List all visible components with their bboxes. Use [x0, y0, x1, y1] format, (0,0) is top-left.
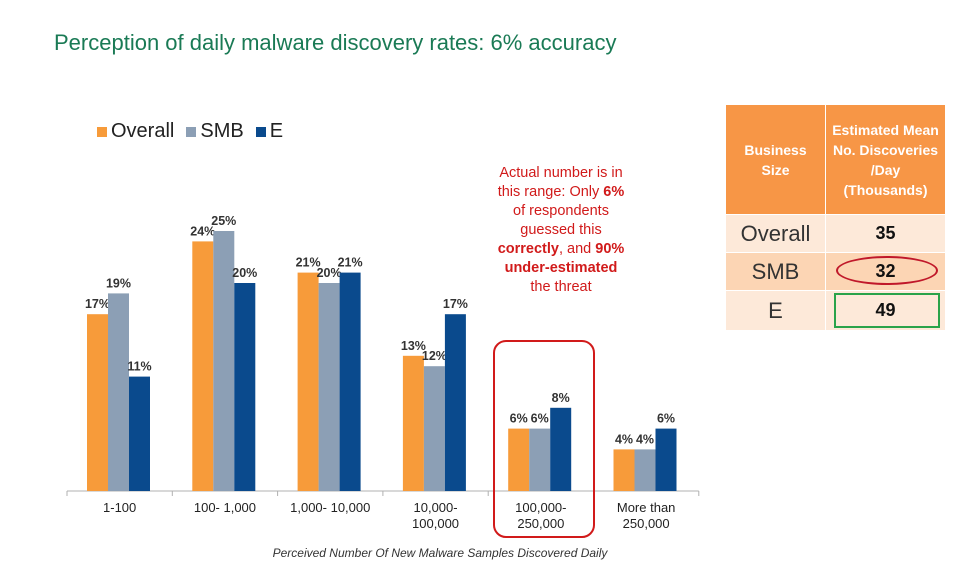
bar-e-0	[129, 376, 150, 491]
row-value-overall: 35	[825, 214, 946, 253]
actual-range-highlight	[493, 340, 595, 538]
data-label-overall-0: 17%	[85, 297, 110, 311]
bar-overall-3	[402, 355, 424, 491]
bar-e-1	[234, 283, 256, 491]
x-axis-label: Perceived Number Of New Malware Samples …	[272, 546, 608, 560]
bar-smb-5	[634, 449, 656, 491]
x-tick-label-4: 100,000-250,000	[515, 500, 566, 531]
header-business-size: Business Size	[725, 104, 826, 215]
table-row: Overall 35	[725, 214, 946, 253]
data-label-smb-4: 6%	[531, 412, 549, 426]
callout-annotation: Actual number is in this range: Only 6% …	[486, 164, 636, 297]
x-tick-label-3: 10,000-100,000	[412, 500, 459, 531]
bar-overall-1	[192, 241, 214, 491]
bar-e-3	[444, 314, 466, 491]
callout-line-6: under-estimated	[504, 260, 618, 276]
chart-legend: Overall SMB E	[97, 120, 283, 143]
legend-swatch-e	[255, 126, 266, 137]
x-tick-label-5: More than 250,000	[617, 500, 676, 531]
x-tick-label-1: 100- 1,000	[194, 500, 256, 515]
data-label-smb-5: 4%	[636, 432, 654, 446]
data-label-overall-5: 4%	[615, 432, 633, 446]
callout-line-4: guessed this	[520, 222, 602, 238]
callout-line-5c: 90%	[595, 241, 625, 257]
data-label-smb-1: 25%	[211, 214, 236, 228]
bar-smb-1	[213, 231, 235, 491]
x-tick-label-2: 1,000- 10,000	[290, 500, 370, 515]
data-label-overall-4: 6%	[510, 412, 528, 426]
bar-e-5	[655, 428, 677, 491]
data-label-e-3: 17%	[443, 297, 468, 311]
legend-swatch-smb	[186, 126, 197, 137]
callout-line-3: of respondents	[513, 203, 609, 219]
row-label-e: E	[725, 290, 826, 331]
bar-overall-5	[613, 449, 635, 491]
x-tick-label-0: 1-100	[103, 500, 136, 515]
data-label-e-4: 8%	[552, 391, 570, 405]
mean-discoveries-table: Business Size Estimated Mean No. Discove…	[725, 104, 946, 331]
table-header-row: Business Size Estimated Mean No. Discove…	[725, 104, 946, 215]
data-label-e-5: 6%	[657, 412, 675, 426]
table-row: E 49	[725, 290, 946, 331]
bar-overall-0	[87, 314, 108, 491]
row-label-overall: Overall	[725, 214, 826, 253]
callout-line-5b: , and	[558, 241, 596, 257]
data-label-e-0: 11%	[127, 360, 151, 374]
data-label-e-1: 20%	[232, 266, 257, 280]
data-label-overall-2: 21%	[296, 256, 321, 270]
callout-line-2a: this range: Only	[497, 184, 604, 200]
legend-label-overall: Overall	[111, 120, 175, 142]
callout-line-1: Actual number is in	[499, 165, 623, 181]
bar-e-4	[550, 407, 572, 491]
bar-smb-3	[423, 366, 445, 491]
callout-line-2b: 6%	[603, 184, 625, 200]
legend-item-smb: SMB	[186, 120, 244, 143]
data-label-smb-0: 19%	[106, 276, 131, 290]
table-row: SMB 32	[725, 252, 946, 291]
row-value-smb: 32	[875, 261, 896, 281]
row-value-e: 49	[875, 300, 896, 320]
row-value-e-cell: 49	[825, 290, 946, 331]
data-label-overall-1: 24%	[190, 224, 215, 238]
legend-label-smb: SMB	[200, 120, 244, 142]
bar-overall-2	[297, 272, 319, 491]
legend-item-overall: Overall	[97, 120, 174, 143]
e-rect-highlight	[834, 293, 940, 328]
callout-line-5a: correctly	[497, 241, 559, 257]
data-label-smb-3: 12%	[422, 349, 447, 363]
legend-swatch-overall	[97, 126, 107, 137]
row-label-smb: SMB	[725, 252, 826, 291]
bar-smb-0	[108, 293, 129, 491]
bar-smb-2	[318, 283, 340, 491]
smb-oval-highlight	[836, 256, 938, 285]
page-title: Perception of daily malware discovery ra…	[54, 30, 617, 55]
bar-overall-4	[508, 428, 530, 491]
data-label-smb-2: 20%	[317, 266, 342, 280]
data-label-e-2: 21%	[338, 256, 363, 270]
callout-line-7: the threat	[530, 279, 592, 295]
bar-smb-4	[529, 428, 551, 491]
legend-label-e: E	[269, 120, 284, 142]
row-value-smb-cell: 32	[825, 252, 946, 291]
bar-e-2	[339, 272, 361, 491]
legend-item-e: E	[255, 120, 284, 143]
header-estimated-mean: Estimated Mean No. Discoveries /Day (Tho…	[825, 104, 946, 215]
data-label-overall-3: 13%	[401, 339, 426, 353]
